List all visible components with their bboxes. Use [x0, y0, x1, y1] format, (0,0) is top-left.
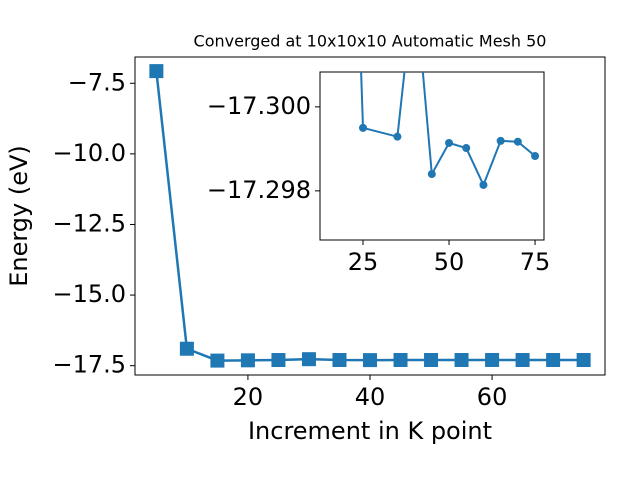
- marker: [424, 353, 439, 368]
- marker: [496, 136, 505, 145]
- marker: [393, 132, 402, 141]
- y-tick-label: −12.5: [52, 209, 126, 237]
- marker: [301, 352, 316, 367]
- marker: [515, 353, 530, 368]
- x-tick-label: 40: [355, 383, 386, 411]
- marker: [479, 180, 488, 189]
- plot-area: [359, 72, 540, 189]
- marker: [393, 352, 408, 367]
- chart-title: Converged at 10x10x10 Automatic Mesh 50: [194, 32, 547, 51]
- y-tick-label: −7.5: [68, 68, 126, 96]
- marker: [359, 123, 368, 132]
- x-tick-label: 50: [434, 248, 465, 276]
- y-tick-label: −17.300: [207, 92, 311, 120]
- marker: [179, 341, 194, 356]
- marker: [363, 353, 377, 368]
- marker: [485, 352, 500, 367]
- y-tick-label: −10.0: [52, 139, 126, 167]
- y-axis-label: Energy (eV): [5, 145, 33, 287]
- marker: [427, 170, 436, 179]
- marker: [462, 144, 471, 153]
- marker: [546, 353, 561, 368]
- x-tick-label: 75: [520, 248, 551, 276]
- x-tick-label: 25: [348, 248, 379, 276]
- marker: [271, 353, 286, 368]
- marker: [513, 137, 522, 146]
- marker: [210, 353, 225, 368]
- marker: [454, 353, 469, 368]
- x-axis-label: Increment in K point: [248, 417, 492, 445]
- marker: [531, 152, 540, 160]
- y-tick-label: −15.0: [52, 280, 126, 308]
- marker: [332, 353, 347, 368]
- marker: [240, 353, 255, 368]
- marker: [576, 352, 591, 367]
- marker: [149, 64, 164, 79]
- x-tick-label: 60: [477, 383, 508, 411]
- x-tick-label: 20: [233, 383, 264, 411]
- y-tick-label: −17.5: [52, 351, 126, 379]
- y-tick-label: −17.298: [207, 176, 311, 204]
- marker: [445, 138, 454, 147]
- axes-frame: [319, 71, 545, 241]
- plot-area: [149, 64, 591, 368]
